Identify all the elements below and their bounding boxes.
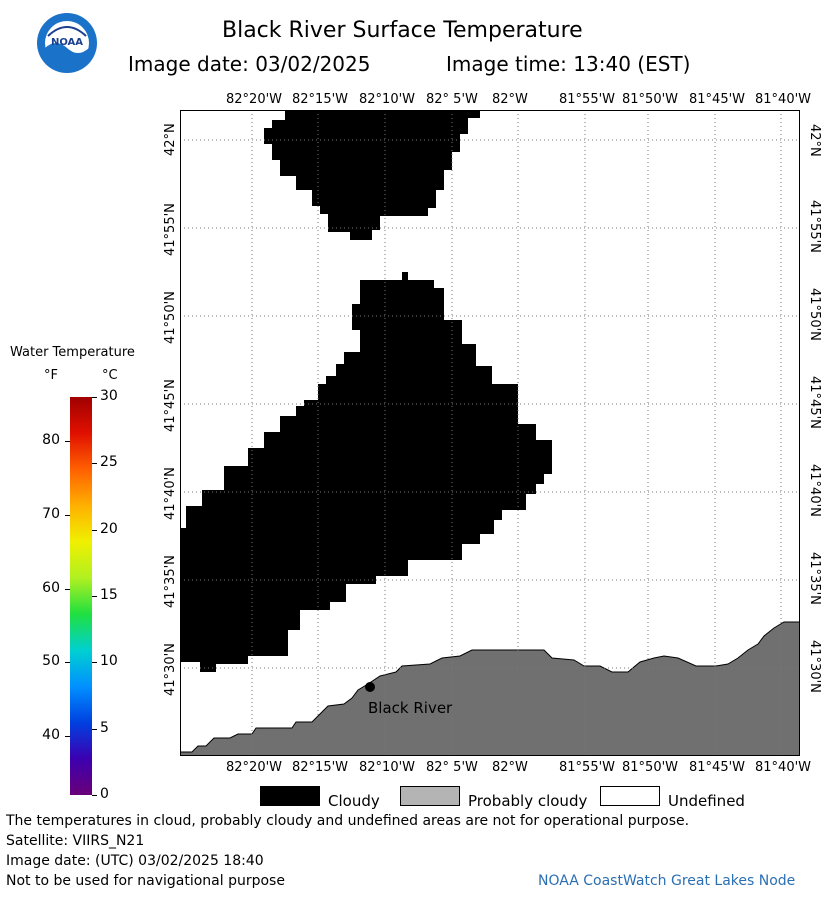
left-latitude-label: 41°35'N bbox=[163, 555, 178, 608]
bottom-longitude-label: 81°40'W bbox=[755, 760, 812, 775]
right-latitude-label: 41°45'N bbox=[807, 376, 822, 429]
noaa-logo: NOAA bbox=[36, 12, 98, 74]
top-longitude-label: 81°45'W bbox=[689, 92, 746, 107]
fahrenheit-tick-mark bbox=[65, 662, 70, 664]
celsius-tick-mark bbox=[92, 463, 97, 465]
bottom-longitude-label: 82°20'W bbox=[226, 760, 283, 775]
fahrenheit-tick: 50 bbox=[42, 653, 60, 670]
fahrenheit-tick-mark bbox=[65, 514, 70, 516]
top-longitude-label: 82°15'W bbox=[292, 92, 349, 107]
credit-link[interactable]: NOAA CoastWatch Great Lakes Node bbox=[538, 873, 796, 889]
black-river-label: Black River bbox=[368, 699, 453, 717]
fahrenheit-tick-mark bbox=[65, 736, 70, 738]
black-river-marker bbox=[365, 682, 375, 692]
fahrenheit-tick: 60 bbox=[42, 579, 60, 596]
left-latitude-label: 42°N bbox=[163, 123, 178, 156]
undefined-label: Undefined bbox=[668, 792, 745, 810]
right-latitude-label: 41°40'N bbox=[807, 464, 822, 517]
cloudy-label: Cloudy bbox=[328, 792, 380, 810]
celsius-tick: 0 bbox=[100, 786, 109, 802]
celsius-tick-mark bbox=[92, 662, 97, 664]
fahrenheit-tick-mark bbox=[65, 588, 70, 590]
celsius-tick: 20 bbox=[100, 520, 118, 537]
right-latitude-label: 41°55'N bbox=[807, 200, 822, 253]
right-latitude-label: 41°35'N bbox=[807, 552, 822, 605]
bottom-longitude-label: 81°45'W bbox=[689, 760, 746, 775]
fahrenheit-tick: 70 bbox=[42, 505, 60, 522]
fahrenheit-tick: 40 bbox=[42, 727, 60, 744]
bottom-longitude-label: 82°W bbox=[492, 760, 528, 775]
left-latitude-label: 41°30'N bbox=[163, 643, 178, 696]
right-latitude-label: 41°30'N bbox=[807, 640, 822, 693]
bottom-longitude-label: 82°15'W bbox=[292, 760, 349, 775]
unit-fahrenheit: °F bbox=[44, 368, 58, 383]
bottom-longitude-label: 82°10'W bbox=[359, 760, 416, 775]
celsius-tick-mark bbox=[92, 728, 97, 730]
celsius-tick-mark bbox=[92, 529, 97, 531]
top-longitude-label: 82°20'W bbox=[226, 92, 283, 107]
temperature-colorbar bbox=[70, 397, 92, 795]
cloud-region-main bbox=[180, 272, 552, 672]
unit-celsius: °C bbox=[102, 368, 118, 383]
bottom-longitude-label: 81°55'W bbox=[559, 760, 616, 775]
disclaimer-note: The temperatures in cloud, probably clou… bbox=[6, 813, 690, 829]
celsius-tick: 10 bbox=[100, 653, 118, 670]
top-longitude-label: 81°50'W bbox=[622, 92, 679, 107]
celsius-tick: 30 bbox=[100, 388, 118, 404]
right-latitude-label: 42°N bbox=[807, 124, 822, 157]
celsius-tick-mark bbox=[92, 596, 97, 597]
graticule bbox=[180, 110, 800, 756]
left-latitude-label: 41°40'N bbox=[163, 467, 178, 520]
map-canvas: Black River bbox=[179, 110, 801, 757]
undefined-swatch bbox=[600, 786, 660, 806]
celsius-tick: 5 bbox=[100, 719, 109, 736]
top-longitude-label: 82° 5'W bbox=[426, 92, 478, 107]
bottom-longitude-label: 82° 5'W bbox=[426, 760, 478, 775]
left-latitude-label: 41°50'N bbox=[163, 291, 178, 344]
celsius-tick: 15 bbox=[100, 587, 118, 603]
top-longitude-label: 81°40'W bbox=[755, 92, 812, 107]
celsius-tick: 25 bbox=[100, 454, 118, 471]
image-date-label: Image date: 03/02/2025 bbox=[128, 52, 371, 76]
map-frame bbox=[180, 110, 800, 756]
left-latitude-label: 41°45'N bbox=[163, 379, 178, 432]
top-longitude-label: 82°W bbox=[492, 92, 528, 107]
fahrenheit-tick: 80 bbox=[42, 432, 60, 449]
temperature-map: Black River bbox=[179, 110, 801, 760]
legend-title: Water Temperature bbox=[10, 345, 135, 360]
top-longitude-label: 81°55'W bbox=[559, 92, 616, 107]
celsius-tick-mark bbox=[92, 397, 97, 398]
bottom-longitude-label: 81°50'W bbox=[622, 760, 679, 775]
satellite-info: Satellite: VIIRS_N21 bbox=[6, 833, 145, 849]
probably-cloudy-label: Probably cloudy bbox=[468, 792, 588, 810]
fahrenheit-tick-mark bbox=[65, 441, 70, 443]
navigation-warning: Not to be used for navigational purpose bbox=[6, 873, 285, 889]
utc-date: Image date: (UTC) 03/02/2025 18:40 bbox=[6, 853, 264, 869]
top-longitude-label: 82°10'W bbox=[359, 92, 416, 107]
left-latitude-label: 41°55'N bbox=[163, 203, 178, 256]
celsius-tick-mark bbox=[92, 795, 97, 796]
right-latitude-label: 41°50'N bbox=[807, 288, 822, 341]
probably-cloudy-swatch bbox=[400, 786, 460, 806]
image-time-label: Image time: 13:40 (EST) bbox=[446, 52, 691, 76]
noaa-logo-text: NOAA bbox=[51, 37, 83, 48]
cloudy-swatch bbox=[260, 786, 320, 806]
